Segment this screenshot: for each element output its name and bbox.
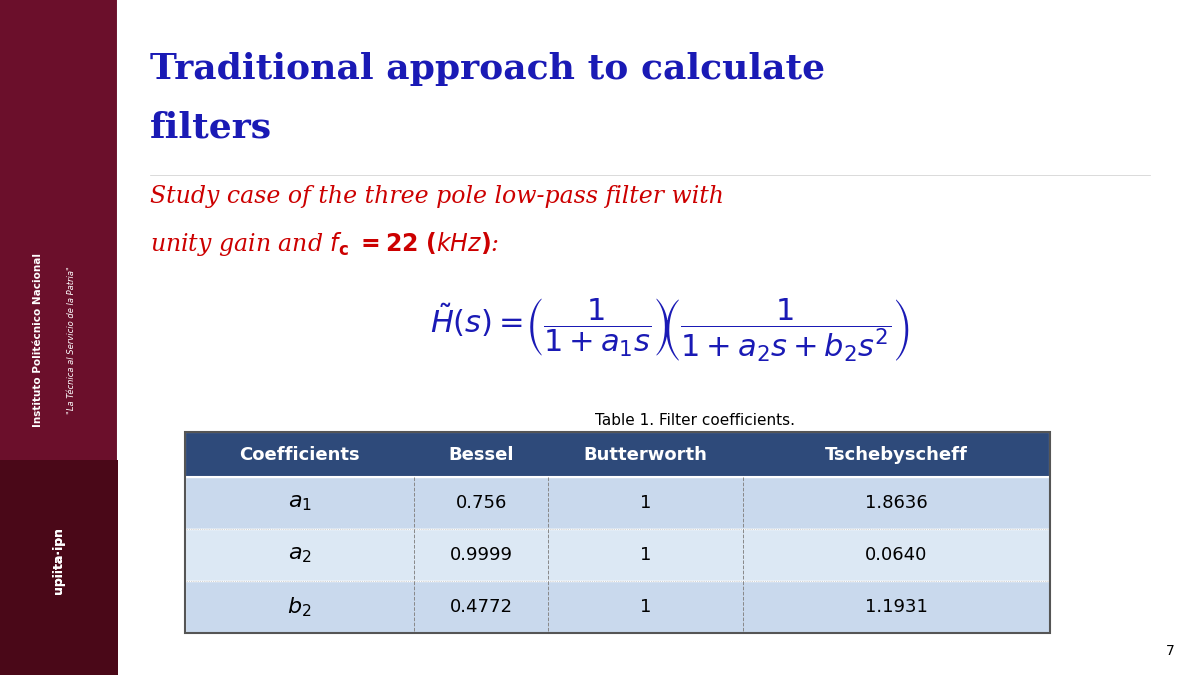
Text: 1: 1 — [640, 494, 652, 512]
Text: $a_1$: $a_1$ — [288, 493, 312, 513]
Text: Table 1. Filter coefficients.: Table 1. Filter coefficients. — [595, 413, 796, 428]
Text: 1: 1 — [640, 598, 652, 616]
Bar — [185, 529, 1050, 581]
Text: unity gain and $\mathbf{\mathit{f}_c}$ $\mathbf{= 22}$ $\mathbf{(\mathit{kHz})}$: unity gain and $\mathbf{\mathit{f}_c}$ $… — [150, 230, 499, 258]
Text: Coefficients: Coefficients — [239, 446, 360, 464]
Text: 7: 7 — [1166, 644, 1175, 658]
Text: "La Técnica al Servicio de la Patria": "La Técnica al Servicio de la Patria" — [67, 266, 77, 414]
Text: 0.9999: 0.9999 — [450, 546, 512, 564]
Text: 0.756: 0.756 — [456, 494, 506, 512]
Bar — [185, 581, 1050, 633]
Text: Instituto Politécnico Nacional: Instituto Politécnico Nacional — [32, 253, 43, 427]
Text: upiita·ipn: upiita·ipn — [53, 526, 66, 593]
Text: filters: filters — [150, 110, 272, 144]
Bar — [0, 460, 118, 675]
Text: $a_2$: $a_2$ — [288, 545, 312, 565]
Text: Tschebyscheff: Tschebyscheff — [826, 446, 968, 464]
Bar — [185, 477, 1050, 529]
Text: $b_2$: $b_2$ — [288, 595, 312, 619]
Bar — [185, 432, 1050, 477]
Text: 1: 1 — [640, 546, 652, 564]
Text: $\mathit{\tilde{H}}(s)=\!\left(\dfrac{1}{1+a_1 s}\right)\!\!\left(\dfrac{1}{1+a_: $\mathit{\tilde{H}}(s)=\!\left(\dfrac{1}… — [430, 296, 910, 364]
Text: 1.8636: 1.8636 — [865, 494, 928, 512]
Text: 0.0640: 0.0640 — [865, 546, 928, 564]
Text: Traditional approach to calculate: Traditional approach to calculate — [150, 52, 826, 86]
Bar — [0, 0, 118, 675]
Text: Butterworth: Butterworth — [583, 446, 708, 464]
Text: Bessel: Bessel — [449, 446, 514, 464]
Text: Study case of the three pole low-pass filter with: Study case of the three pole low-pass fi… — [150, 185, 724, 208]
Text: 0.4772: 0.4772 — [450, 598, 512, 616]
Bar — [185, 432, 1050, 633]
Text: 1.1931: 1.1931 — [865, 598, 928, 616]
Text: upiita·ipn: upiita·ipn — [53, 526, 66, 593]
